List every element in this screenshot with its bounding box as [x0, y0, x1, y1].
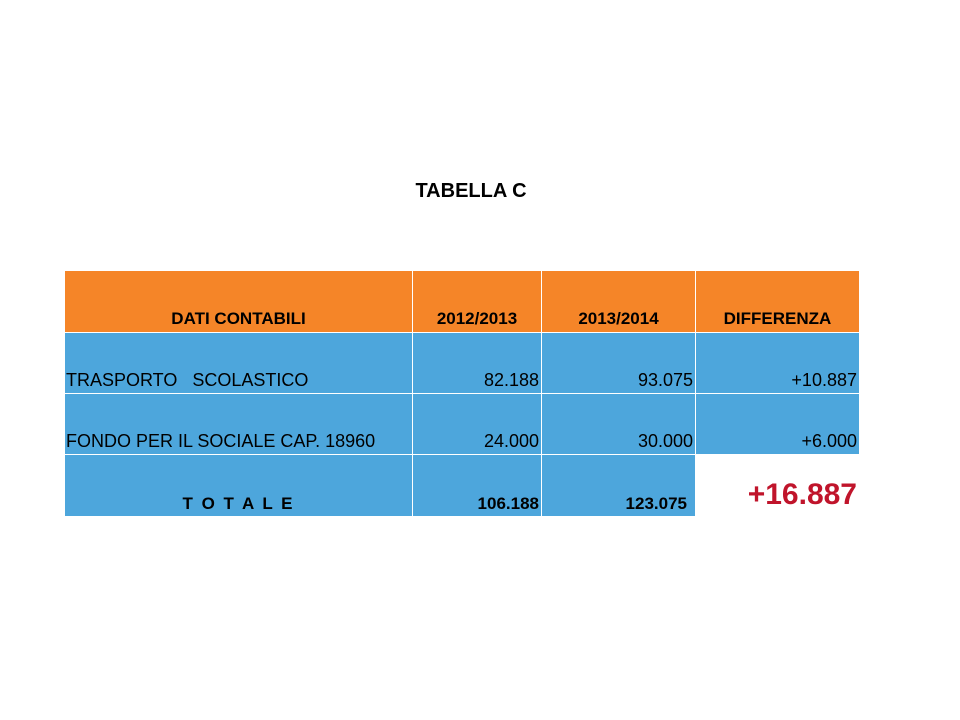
total-label: T O T A L E [64, 454, 413, 517]
total-row: T O T A L E 106.188 123.075 +16.887 [64, 454, 860, 517]
cell-differenza: +10.887 [695, 332, 860, 394]
table-row: FONDO PER IL SOCIALE CAP. 18960 24.000 3… [64, 393, 860, 455]
cell-2012-2013: 24.000 [412, 393, 542, 455]
header-cell: 2013/2014 [541, 270, 696, 333]
total-2012-2013: 106.188 [412, 454, 542, 517]
table-row: TRASPORTO SCOLASTICO 82.188 93.075 +10.8… [64, 332, 860, 394]
cell-differenza: +6.000 [695, 393, 860, 455]
cell-2012-2013: 82.188 [412, 332, 542, 394]
total-2013-2014: 123.075 [541, 454, 696, 517]
header-cell: DATI CONTABILI [64, 270, 413, 333]
row-label: FONDO PER IL SOCIALE CAP. 18960 [64, 393, 413, 455]
header-cell: DIFFERENZA [695, 270, 860, 333]
total-differenza: +16.887 [695, 454, 860, 517]
cell-2013-2014: 93.075 [541, 332, 696, 394]
header-cell: 2012/2013 [412, 270, 542, 333]
cell-2013-2014: 30.000 [541, 393, 696, 455]
page-title: TABELLA C [415, 180, 527, 202]
accounting-table: DATI CONTABILI 2012/2013 2013/2014 DIFFE… [64, 270, 860, 517]
table-header-row: DATI CONTABILI 2012/2013 2013/2014 DIFFE… [64, 270, 860, 333]
row-label: TRASPORTO SCOLASTICO [64, 332, 413, 394]
